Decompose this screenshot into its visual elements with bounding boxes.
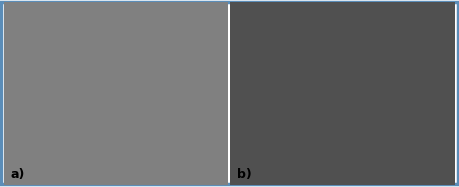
Text: b): b) xyxy=(237,168,252,181)
Text: a): a) xyxy=(11,168,25,181)
